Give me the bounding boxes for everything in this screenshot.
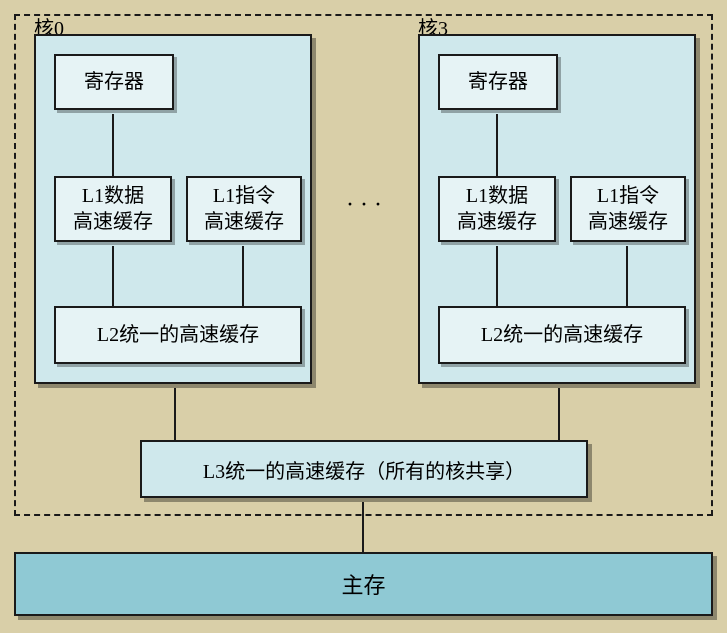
core0-registers: 寄存器 <box>54 54 174 110</box>
cores-ellipsis: ··· <box>346 192 388 219</box>
connector <box>174 388 176 440</box>
core3-l1i-label: L1指令 高速缓存 <box>588 183 668 235</box>
core0: 寄存器 L1数据 高速缓存 L1指令 高速缓存 L2统一的高速缓存 <box>34 34 312 384</box>
main-memory-label: 主存 <box>341 568 385 600</box>
connector <box>558 388 560 440</box>
core0-l2-label: L2统一的高速缓存 <box>97 322 259 348</box>
core3-l1-data-cache: L1数据 高速缓存 <box>438 176 556 242</box>
connector <box>496 114 498 176</box>
core0-l1-data-cache: L1数据 高速缓存 <box>54 176 172 242</box>
diagram-canvas: 核0 寄存器 L1数据 高速缓存 L1指令 高速缓存 L2统一的高速缓存 ···… <box>0 0 727 633</box>
connector <box>626 246 628 306</box>
core3-registers-label: 寄存器 <box>468 69 528 95</box>
core0-l1d-label: L1数据 高速缓存 <box>73 183 153 235</box>
l3-cache: L3统一的高速缓存（所有的核共享） <box>140 440 588 498</box>
connector <box>242 246 244 306</box>
core0-l1i-label: L1指令 高速缓存 <box>204 183 284 235</box>
core0-l1-instr-cache: L1指令 高速缓存 <box>186 176 302 242</box>
core3-l1-instr-cache: L1指令 高速缓存 <box>570 176 686 242</box>
connector <box>112 246 114 306</box>
core3-l2-label: L2统一的高速缓存 <box>481 322 643 348</box>
core0-registers-label: 寄存器 <box>84 69 144 95</box>
connector <box>496 246 498 306</box>
core3-registers: 寄存器 <box>438 54 558 110</box>
core0-l2-cache: L2统一的高速缓存 <box>54 306 302 364</box>
connector <box>112 114 114 176</box>
core3: 寄存器 L1数据 高速缓存 L1指令 高速缓存 L2统一的高速缓存 <box>418 34 696 384</box>
l3-label: L3统一的高速缓存（所有的核共享） <box>203 455 525 484</box>
connector <box>362 502 364 552</box>
core3-l2-cache: L2统一的高速缓存 <box>438 306 686 364</box>
core3-l1d-label: L1数据 高速缓存 <box>457 183 537 235</box>
main-memory: 主存 <box>14 552 713 616</box>
processor-chip-boundary: 核0 寄存器 L1数据 高速缓存 L1指令 高速缓存 L2统一的高速缓存 ···… <box>14 14 713 516</box>
